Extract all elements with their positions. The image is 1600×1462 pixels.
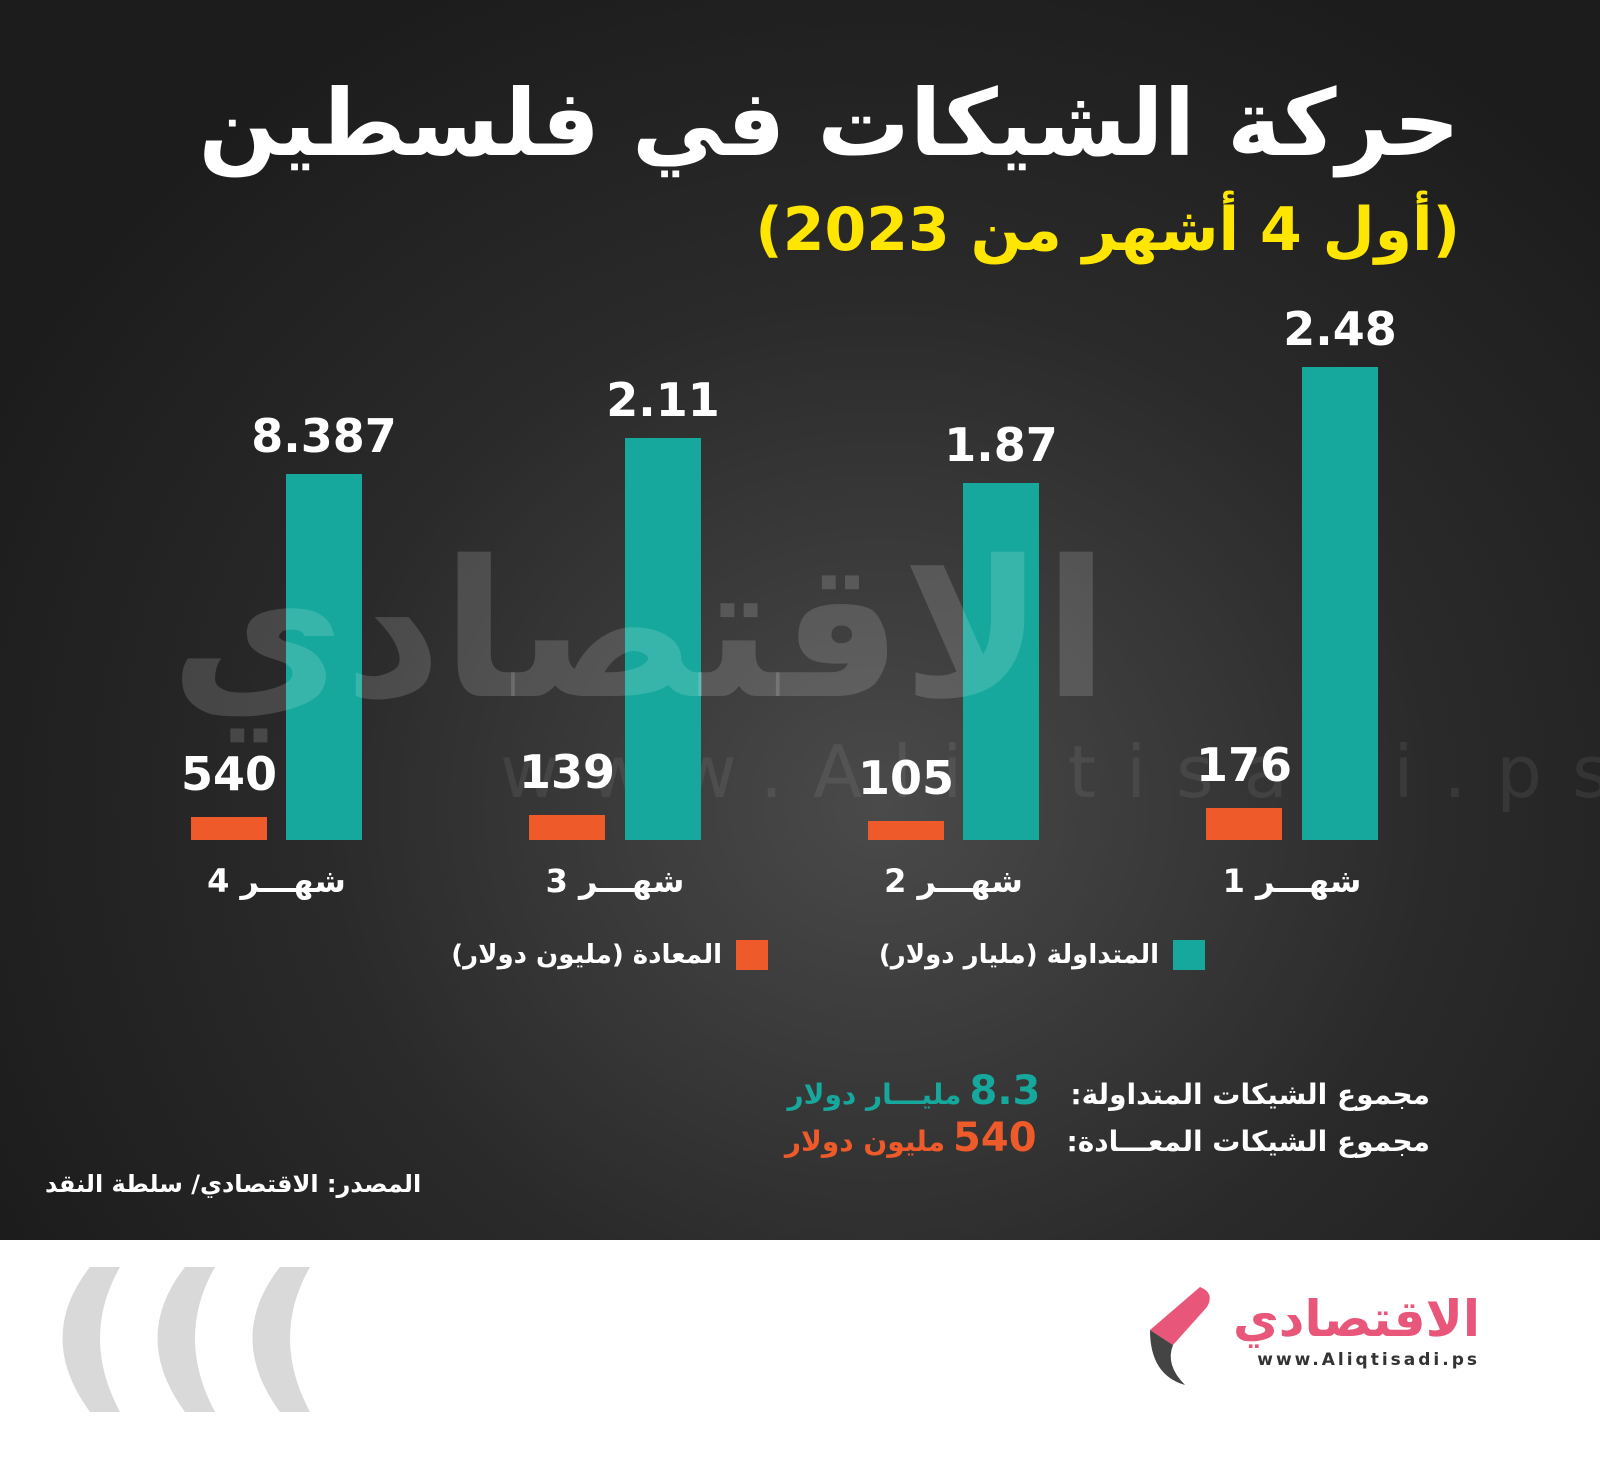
bar-circulated (963, 483, 1039, 840)
total-label: مجموع الشيكات المتداولة: (1070, 1078, 1430, 1111)
month-label: شهـــر 1 (1222, 862, 1362, 900)
source-note: المصدر: الاقتصادي/ سلطة النقد (45, 1170, 422, 1198)
month-label: شهـــر 4 (207, 862, 346, 900)
legend-swatch-teal (1173, 940, 1205, 970)
infographic-panel: www.Aliqtisadi.ps حركة الشيكات في فلسطين… (0, 0, 1600, 1240)
logo-text: الاقتصادي (1232, 1290, 1480, 1348)
bar-returned (1206, 808, 1282, 840)
bar-returned (868, 821, 944, 840)
total-returned: مجموع الشيكات المعـــادة: 540 مليون دولا… (785, 1115, 1430, 1161)
bar-circulated (1302, 367, 1378, 840)
value-label-returned: 540 (180, 747, 278, 801)
value-label-returned: 176 (1195, 738, 1293, 793)
chevrons-decoration-icon (62, 1267, 310, 1412)
legend-swatch-orange (736, 940, 768, 970)
bar-circulated (286, 474, 362, 840)
page-title: حركة الشيكات في فلسطين (198, 70, 1460, 177)
total-circulated: مجموع الشيكات المتداولة: 8.3 مليـــار دو… (787, 1068, 1430, 1114)
bar-returned (191, 817, 267, 840)
total-value: 8.3 (969, 1068, 1041, 1114)
total-unit: مليون دولار (784, 1125, 946, 1158)
value-label-circulated: 2.11 (606, 372, 720, 427)
month-label: شهـــر 2 (884, 862, 1023, 900)
bar-returned (529, 814, 605, 840)
value-label-returned: 139 (518, 744, 616, 799)
value-label-returned: 105 (857, 751, 955, 806)
month-label: شهـــر 3 (545, 862, 685, 900)
page-subtitle: (أول 4 أشهر من 2023) (755, 195, 1460, 265)
total-value: 540 (953, 1115, 1037, 1161)
value-label-circulated: 2.48 (1283, 302, 1397, 356)
bar-circulated (625, 437, 701, 840)
legend-label: المتداولة (مليار دولار) (878, 940, 1159, 970)
value-label-circulated: 8.387 (251, 409, 397, 463)
logo-url: www.Aliqtisadi.ps (1257, 1350, 1480, 1370)
logo-mark-icon (1150, 1287, 1210, 1385)
total-unit: مليـــار دولار (787, 1078, 962, 1111)
legend-item-circulated: المتداولة (مليار دولار) (879, 940, 1205, 970)
total-label: مجموع الشيكات المعـــادة: (1066, 1125, 1430, 1158)
value-label-circulated: 1.87 (944, 418, 1058, 473)
legend-label: المعادة (مليون دولار) (451, 940, 722, 970)
legend-item-returned: المعادة (مليون دولار) (451, 940, 768, 970)
